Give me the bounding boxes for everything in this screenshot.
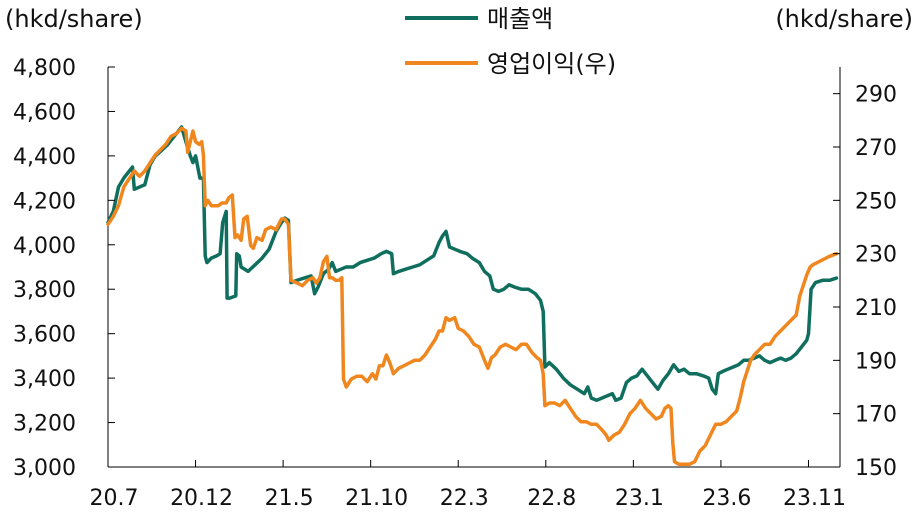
x-tick-label: 21.10 — [345, 486, 408, 511]
x-tick-label: 20.7 — [90, 486, 139, 511]
right-tick-label: 170 — [855, 403, 897, 428]
left-tick-label: 4,600 — [13, 100, 76, 125]
left-axis-ticks: 3,000 3,200 3,400 3,600 3,800 4,000 4,200 4,400… — [13, 56, 115, 481]
x-tick-label: 21.5 — [265, 486, 314, 511]
x-tick-label: 23.6 — [702, 486, 751, 511]
right-tick-label: 250 — [855, 189, 897, 214]
x-axis-ticks: 20.7 20.12 21.5 21.10 22.3 22.8 23.1 23.6 23.11 — [90, 460, 846, 511]
left-tick-label: 3,000 — [13, 456, 76, 481]
x-tick-label: 23.1 — [615, 486, 664, 511]
x-tick-label: 22.8 — [527, 486, 576, 511]
right-tick-label: 190 — [855, 349, 897, 374]
revenue-line — [106, 125, 839, 403]
plot-area — [107, 67, 841, 468]
legend-label-operating-profit: 영업이익(우) — [487, 50, 616, 78]
right-tick-label: 290 — [855, 83, 897, 108]
legend: 매출액 영업이익(우) — [405, 5, 616, 78]
left-tick-label: 4,200 — [13, 189, 76, 214]
left-tick-label: 3,200 — [13, 412, 76, 437]
right-tick-label: 150 — [855, 456, 897, 481]
operating-profit-line — [106, 126, 839, 467]
x-tick-label: 20.12 — [170, 486, 233, 511]
right-tick-label: 230 — [855, 243, 897, 268]
left-tick-label: 4,400 — [13, 145, 76, 170]
x-tick-label: 23.11 — [783, 486, 846, 511]
x-tick-label: 22.3 — [440, 486, 489, 511]
right-axis-unit: (hkd/share) — [775, 5, 913, 33]
right-tick-label: 210 — [855, 296, 897, 321]
series-layer — [106, 125, 839, 467]
legend-label-revenue: 매출액 — [487, 5, 553, 33]
left-tick-label: 4,800 — [13, 56, 76, 81]
left-tick-label: 3,800 — [13, 278, 76, 303]
right-tick-label: 270 — [855, 136, 897, 161]
left-tick-label: 3,600 — [13, 323, 76, 348]
left-axis-unit: (hkd/share) — [5, 5, 143, 33]
left-tick-label: 3,400 — [13, 367, 76, 392]
right-axis-ticks: 150 170 190 210 230 250 270 290 — [833, 83, 897, 481]
left-tick-label: 4,000 — [13, 234, 76, 259]
